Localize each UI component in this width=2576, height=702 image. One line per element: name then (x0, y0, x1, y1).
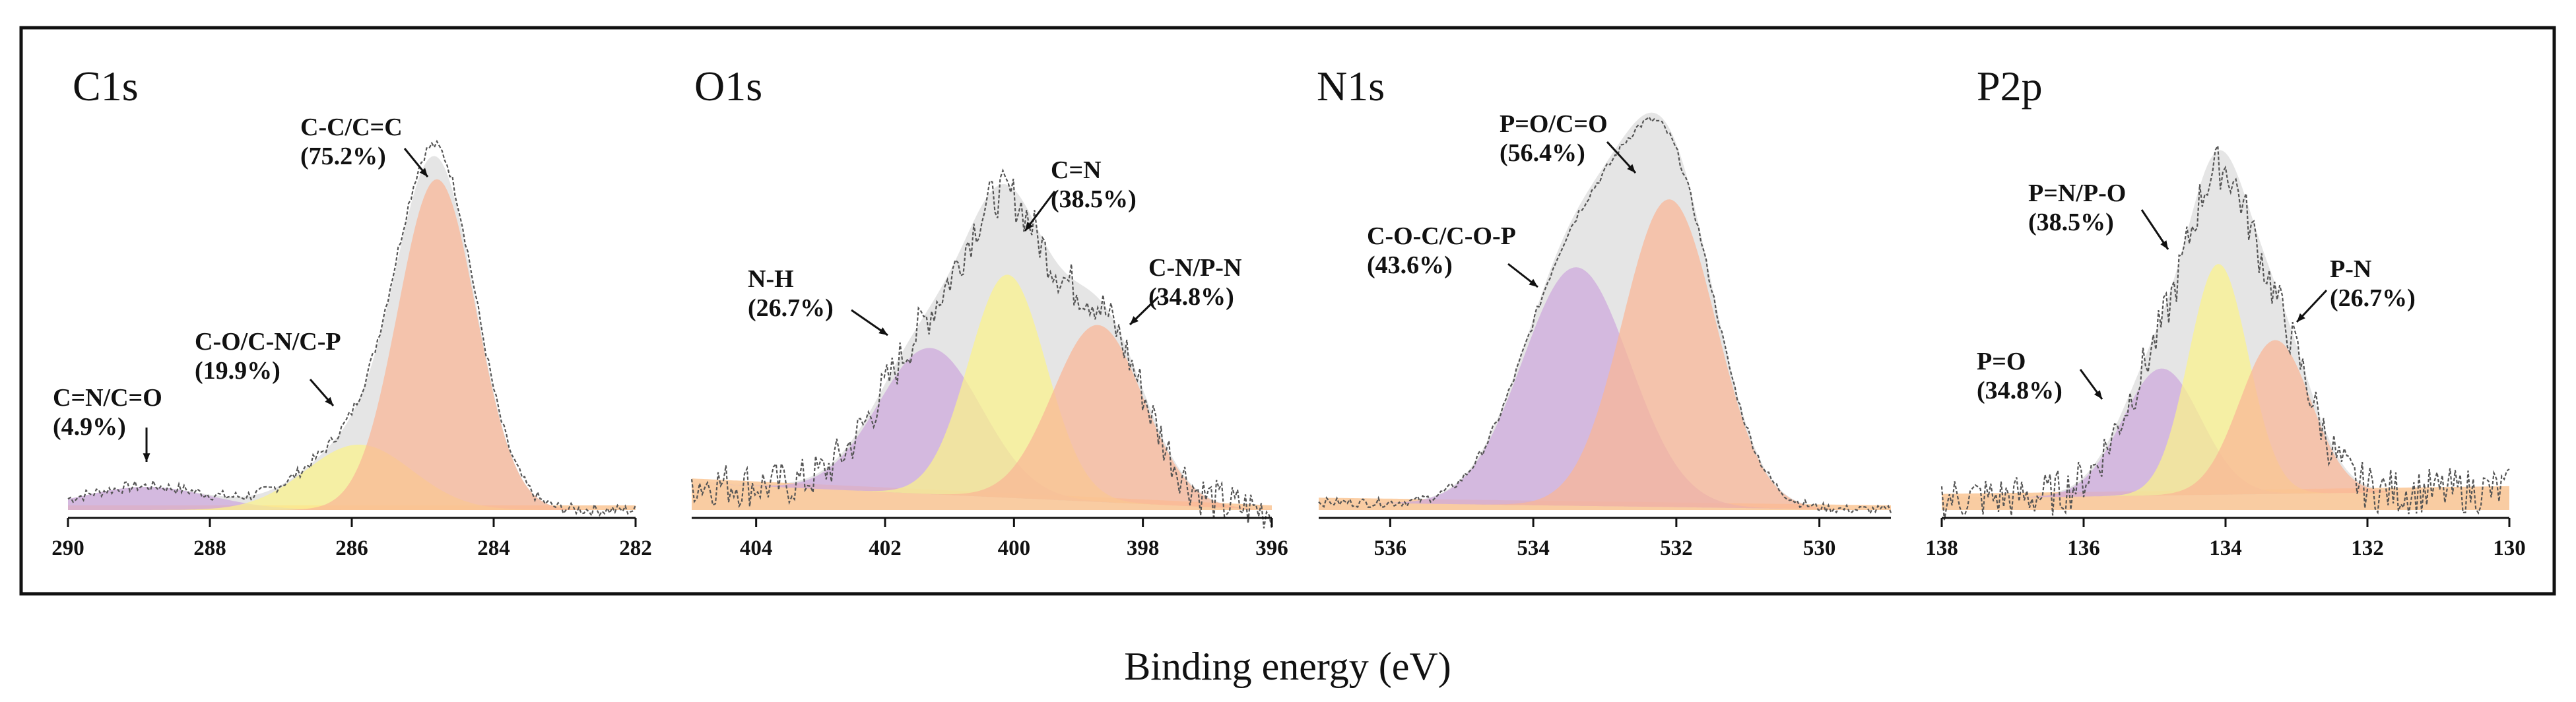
annotation-arrowhead (325, 397, 333, 406)
peak-annotation-percent: (43.6%) (1367, 251, 1453, 279)
peak-annotation-percent: (75.2%) (300, 143, 386, 170)
annotation-arrowhead (2297, 313, 2305, 322)
peak-annotation-percent: (26.7%) (748, 294, 834, 322)
x-tick-label: 404 (740, 536, 773, 560)
x-tick-label: 398 (1127, 536, 1160, 560)
measured-trace (690, 168, 1273, 529)
x-tick-label: 282 (619, 536, 652, 560)
peak-c-o-c-n-c-p (68, 444, 636, 510)
annotation-arrowhead (878, 327, 888, 335)
peak-annotation-percent: (56.4%) (1500, 139, 1585, 167)
peak-annotation-percent: (38.5%) (2028, 208, 2114, 236)
panel-p2p: 138 136 134 132 130 P2p P=O(34.8%) P=N/P-O(38.5… (1925, 63, 2526, 560)
x-tick-label: 396 (1255, 536, 1288, 560)
peak-annotation-percent: (4.9%) (53, 413, 126, 441)
peak-p-o-c-o (1319, 199, 1891, 510)
annotation-arrowhead (1130, 316, 1139, 325)
annotation-arrowhead (1627, 164, 1635, 173)
panel-c1s: 290 288 286 284 282 C1s C=N/C=O(4.9%) C-O/C-N/C… (51, 63, 652, 560)
annotation-arrowhead (143, 453, 150, 462)
peak-p-n-p-o (1942, 264, 2509, 499)
peak-annotation-percent: (26.7%) (2330, 284, 2416, 312)
panel-title: O1s (694, 63, 762, 110)
peak-c-n-c-o (68, 487, 636, 510)
x-tick-label: 136 (2067, 536, 2100, 560)
panel-title: P2p (1977, 63, 2043, 110)
peak-annotation-name: P-N (2330, 255, 2371, 283)
peak-annotation-name: C-C/C=C (300, 113, 403, 141)
panel-o1s: 404 402 400 398 396 O1s N-H(26.7%) C=N(38.5%) C-… (690, 63, 1288, 560)
peak-annotation-name: N-H (748, 265, 794, 293)
peak-annotation-name: C-O/C-N/C-P (195, 328, 341, 356)
panel-n1s: 536 534 532 530 N1s C-O-C/C-O-P(43.6%) P=O/C=O… (1317, 63, 1892, 560)
peak-annotation-name: P=O/C=O (1500, 110, 1608, 138)
x-tick-label: 288 (193, 536, 226, 560)
figure-frame (19, 26, 2556, 596)
annotation-arrowhead (419, 168, 428, 177)
x-tick-label: 402 (869, 536, 902, 560)
panel-title: C1s (73, 63, 139, 110)
peak-annotation-name: P=O (1977, 348, 2026, 375)
panels: 290 288 286 284 282 C1s C=N/C=O(4.9%) C-O/C-N/C… (51, 63, 2526, 560)
peak-annotation-name: C-O-C/C-O-P (1367, 222, 1516, 250)
x-tick-label: 536 (1374, 536, 1407, 560)
annotation-arrowhead (1529, 278, 1538, 287)
x-tick-label: 290 (51, 536, 84, 560)
x-tick-label: 134 (2209, 536, 2242, 560)
peak-annotation-percent: (19.9%) (195, 357, 281, 385)
measured-trace (1318, 115, 1892, 515)
peak-annotation-percent: (38.5%) (1051, 185, 1137, 213)
measured-trace (67, 139, 636, 517)
x-tick-label: 138 (1925, 536, 1958, 560)
annotation-arrowhead (1025, 222, 1034, 231)
peak-p-n (1942, 340, 2509, 499)
annotation-arrowhead (2094, 390, 2102, 399)
x-tick-label: 534 (1517, 536, 1550, 560)
annotation-arrowhead (2160, 240, 2168, 249)
x-tick-label: 286 (335, 536, 368, 560)
x-tick-label: 530 (1803, 536, 1836, 560)
x-tick-label: 400 (998, 536, 1031, 560)
x-tick-label: 130 (2493, 536, 2526, 560)
measured-trace (1940, 143, 2510, 521)
peak-c-c-c-c (68, 179, 636, 510)
x-tick-label: 132 (2351, 536, 2384, 560)
peak-annotation-percent: (34.8%) (1977, 377, 2063, 404)
peak-c-n (692, 274, 1272, 510)
x-tick-label: 284 (477, 536, 510, 560)
peak-c-n-p-n (692, 325, 1272, 510)
x-tick-label: 532 (1660, 536, 1693, 560)
peak-annotation-percent: (34.8%) (1148, 283, 1234, 311)
peak-annotation-name: C=N (1051, 156, 1102, 184)
x-axis-label: Binding energy (eV) (1124, 645, 1451, 688)
panel-title: N1s (1317, 63, 1385, 110)
peak-annotation-name: P=N/P-O (2028, 179, 2126, 207)
peak-annotation-name: C-N/P-N (1148, 254, 1241, 282)
peak-annotation-name: C=N/C=O (53, 384, 162, 412)
